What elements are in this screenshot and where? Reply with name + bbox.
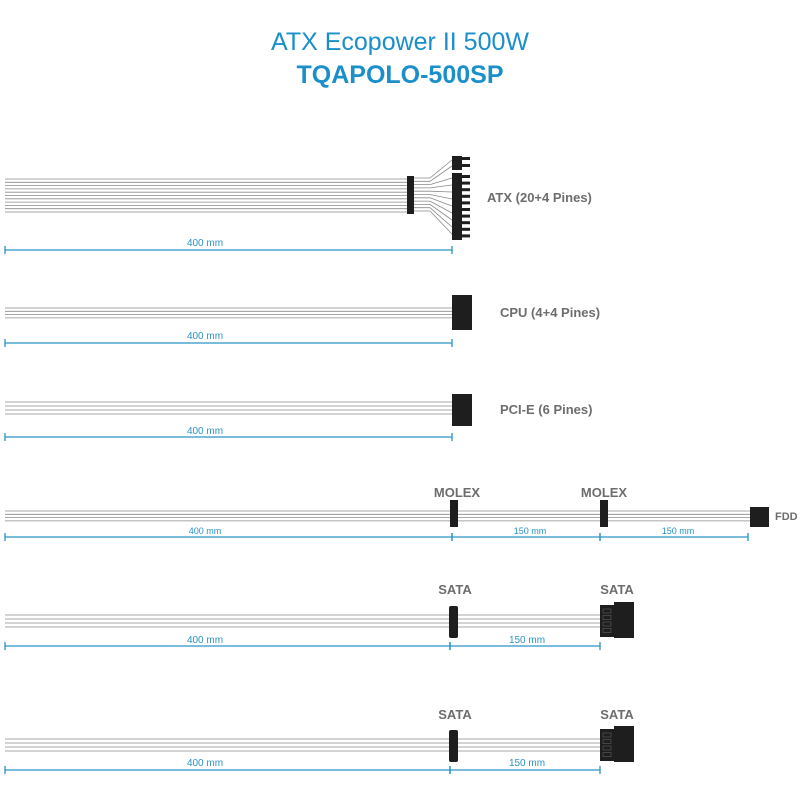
cpu-length-label: 400 mm (187, 331, 223, 342)
sata-2-inline-connector (449, 730, 458, 762)
sata-2-pin (602, 745, 612, 751)
pcie-connector (452, 394, 472, 426)
fdd-label: FDD (775, 511, 798, 523)
molex-length-3: 150 mm (662, 526, 695, 536)
title-model: ATX Ecopower II 500W (271, 28, 529, 56)
atx-fan-wire (414, 190, 453, 193)
sata-1b-label: SATA (600, 582, 634, 597)
atx-pin (462, 201, 470, 205)
molex-length-2: 150 mm (514, 526, 547, 536)
molex-1-label: MOLEX (434, 485, 481, 500)
sata-1a-label: SATA (438, 582, 472, 597)
sata-2-end-connector-body (614, 726, 634, 762)
atx-pin (462, 157, 470, 160)
molex-2-label: MOLEX (581, 485, 628, 500)
molex-1-connector (450, 500, 458, 527)
atx-pin (462, 227, 470, 231)
cpu-connector-label: CPU (4+4 Pines) (500, 305, 600, 320)
pcie-connector-label: PCI-E (6 Pines) (500, 402, 592, 417)
atx-pin (462, 221, 470, 225)
atx-fan-wire (414, 165, 453, 182)
sata-2-pin (602, 732, 612, 738)
sata-2-pin (602, 739, 612, 744)
atx-pin (462, 214, 470, 218)
cpu-connector (452, 295, 472, 330)
atx-pin (462, 164, 470, 167)
atx-fan-wire (414, 194, 453, 200)
atx-connector-label: ATX (20+4 Pines) (487, 190, 592, 205)
atx-4pin-connector (452, 156, 462, 170)
sata-2a-label: SATA (438, 707, 472, 722)
atx-fan-wire (414, 210, 453, 235)
sata-2-length-1: 400 mm (187, 758, 223, 769)
sata-2-length-2: 150 mm (509, 758, 545, 769)
atx-fan-wire (414, 200, 453, 214)
atx-pin (462, 234, 470, 238)
sata-1-pin (602, 628, 612, 633)
title-part-number: TQAPOLO-500SP (297, 61, 504, 89)
atx-fan-wire (414, 203, 453, 221)
sata-1-end-connector-body (614, 602, 634, 638)
atx-fan-wire (414, 159, 453, 179)
atx-fan-wire (414, 207, 453, 228)
atx-pin (462, 175, 470, 178)
sata-1-pin (602, 615, 612, 620)
sata-1-inline-connector (449, 606, 458, 638)
atx-pin (462, 188, 470, 192)
atx-sleeve (407, 176, 414, 214)
sata-1-length-1: 400 mm (187, 635, 223, 646)
atx-pin (462, 194, 470, 198)
atx-fan-wire (414, 184, 453, 189)
sata-1-pin (602, 621, 612, 627)
atx-fan-wire (414, 177, 453, 186)
atx-fan-wire (414, 197, 453, 207)
molex-2-connector (600, 500, 608, 527)
atx-length-label: 400 mm (187, 238, 223, 249)
sata-1-length-2: 150 mm (509, 635, 545, 646)
atx-pin (462, 208, 470, 211)
molex-length-1: 400 mm (189, 526, 222, 536)
fdd-connector (750, 507, 769, 527)
atx-pin (462, 181, 470, 185)
atx-20pin-connector (452, 173, 462, 240)
sata-2b-label: SATA (600, 707, 634, 722)
sata-1-pin (602, 608, 612, 614)
pcie-length-label: 400 mm (187, 426, 223, 437)
sata-2-pin (602, 752, 612, 757)
